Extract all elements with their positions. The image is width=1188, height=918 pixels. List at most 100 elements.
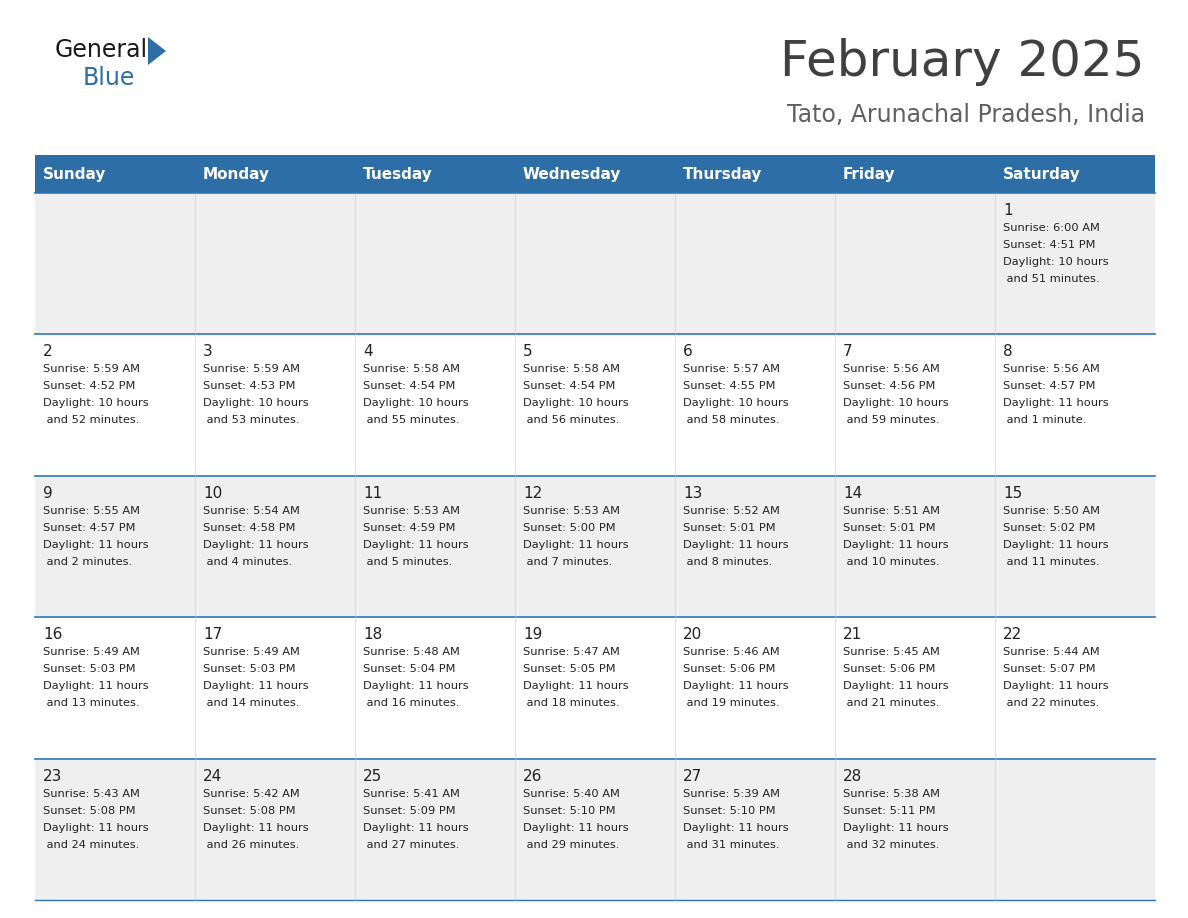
Bar bbox=[195, 193, 355, 334]
Text: and 8 minutes.: and 8 minutes. bbox=[683, 557, 772, 566]
Bar bbox=[675, 155, 835, 193]
Text: 19: 19 bbox=[523, 627, 543, 643]
Text: Sunset: 5:08 PM: Sunset: 5:08 PM bbox=[43, 806, 135, 815]
Text: Daylight: 11 hours: Daylight: 11 hours bbox=[1003, 540, 1108, 550]
Text: Daylight: 11 hours: Daylight: 11 hours bbox=[683, 823, 789, 833]
Polygon shape bbox=[148, 37, 166, 65]
Text: 7: 7 bbox=[843, 344, 853, 360]
Bar bbox=[835, 758, 996, 900]
Text: Sunrise: 5:56 AM: Sunrise: 5:56 AM bbox=[1003, 364, 1100, 375]
Text: Monday: Monday bbox=[203, 166, 270, 182]
Text: Daylight: 10 hours: Daylight: 10 hours bbox=[523, 398, 628, 409]
Text: Sunset: 5:11 PM: Sunset: 5:11 PM bbox=[843, 806, 936, 815]
Text: 8: 8 bbox=[1003, 344, 1012, 360]
Bar bbox=[675, 617, 835, 758]
Text: Daylight: 11 hours: Daylight: 11 hours bbox=[364, 540, 468, 550]
Text: Daylight: 11 hours: Daylight: 11 hours bbox=[843, 681, 949, 691]
Text: Daylight: 10 hours: Daylight: 10 hours bbox=[683, 398, 789, 409]
Bar bbox=[835, 155, 996, 193]
Text: Sunrise: 5:38 AM: Sunrise: 5:38 AM bbox=[843, 789, 940, 799]
Text: 13: 13 bbox=[683, 486, 702, 501]
Bar bbox=[34, 193, 195, 334]
Text: Sunrise: 5:58 AM: Sunrise: 5:58 AM bbox=[364, 364, 460, 375]
Text: Sunrise: 5:53 AM: Sunrise: 5:53 AM bbox=[523, 506, 620, 516]
Text: Sunset: 4:53 PM: Sunset: 4:53 PM bbox=[203, 381, 296, 391]
Text: Sunrise: 5:48 AM: Sunrise: 5:48 AM bbox=[364, 647, 460, 657]
Text: 24: 24 bbox=[203, 768, 222, 784]
Text: Saturday: Saturday bbox=[1003, 166, 1081, 182]
Text: General: General bbox=[55, 38, 148, 62]
Bar bbox=[355, 617, 516, 758]
Text: and 10 minutes.: and 10 minutes. bbox=[843, 557, 940, 566]
Text: Daylight: 11 hours: Daylight: 11 hours bbox=[523, 540, 628, 550]
Text: Daylight: 11 hours: Daylight: 11 hours bbox=[203, 540, 309, 550]
Text: Thursday: Thursday bbox=[683, 166, 763, 182]
Text: Daylight: 11 hours: Daylight: 11 hours bbox=[843, 540, 949, 550]
Text: and 29 minutes.: and 29 minutes. bbox=[523, 840, 619, 849]
Text: Blue: Blue bbox=[83, 66, 135, 90]
Text: 14: 14 bbox=[843, 486, 862, 501]
Text: 9: 9 bbox=[43, 486, 52, 501]
Text: and 16 minutes.: and 16 minutes. bbox=[364, 699, 460, 708]
Text: and 4 minutes.: and 4 minutes. bbox=[203, 557, 292, 566]
Bar bbox=[996, 334, 1155, 476]
Text: Sunrise: 5:42 AM: Sunrise: 5:42 AM bbox=[203, 789, 299, 799]
Text: and 19 minutes.: and 19 minutes. bbox=[683, 699, 779, 708]
Text: Daylight: 11 hours: Daylight: 11 hours bbox=[523, 823, 628, 833]
Text: and 22 minutes.: and 22 minutes. bbox=[1003, 699, 1099, 708]
Text: Sunrise: 5:50 AM: Sunrise: 5:50 AM bbox=[1003, 506, 1100, 516]
Text: Sunrise: 5:45 AM: Sunrise: 5:45 AM bbox=[843, 647, 940, 657]
Text: Sunrise: 5:52 AM: Sunrise: 5:52 AM bbox=[683, 506, 779, 516]
Bar bbox=[996, 617, 1155, 758]
Text: Sunset: 5:10 PM: Sunset: 5:10 PM bbox=[523, 806, 615, 815]
Text: Daylight: 10 hours: Daylight: 10 hours bbox=[364, 398, 468, 409]
Bar bbox=[34, 334, 195, 476]
Bar bbox=[195, 476, 355, 617]
Text: 20: 20 bbox=[683, 627, 702, 643]
Text: and 32 minutes.: and 32 minutes. bbox=[843, 840, 940, 849]
Text: Sunset: 5:06 PM: Sunset: 5:06 PM bbox=[843, 665, 935, 674]
Text: 1: 1 bbox=[1003, 203, 1012, 218]
Bar bbox=[195, 334, 355, 476]
Bar bbox=[835, 334, 996, 476]
Text: 17: 17 bbox=[203, 627, 222, 643]
Text: Sunrise: 5:49 AM: Sunrise: 5:49 AM bbox=[203, 647, 299, 657]
Text: Sunrise: 5:41 AM: Sunrise: 5:41 AM bbox=[364, 789, 460, 799]
Bar bbox=[516, 193, 675, 334]
Text: Sunset: 4:52 PM: Sunset: 4:52 PM bbox=[43, 381, 135, 391]
Bar bbox=[835, 476, 996, 617]
Text: 21: 21 bbox=[843, 627, 862, 643]
Text: Sunrise: 5:55 AM: Sunrise: 5:55 AM bbox=[43, 506, 140, 516]
Text: Daylight: 11 hours: Daylight: 11 hours bbox=[43, 823, 148, 833]
Bar bbox=[355, 155, 516, 193]
Text: Sunrise: 5:47 AM: Sunrise: 5:47 AM bbox=[523, 647, 620, 657]
Text: and 55 minutes.: and 55 minutes. bbox=[364, 416, 460, 425]
Text: and 56 minutes.: and 56 minutes. bbox=[523, 416, 619, 425]
Text: Daylight: 10 hours: Daylight: 10 hours bbox=[843, 398, 949, 409]
Text: and 2 minutes.: and 2 minutes. bbox=[43, 557, 132, 566]
Bar bbox=[996, 193, 1155, 334]
Bar bbox=[355, 334, 516, 476]
Bar bbox=[34, 758, 195, 900]
Bar bbox=[996, 155, 1155, 193]
Bar bbox=[516, 334, 675, 476]
Bar bbox=[34, 476, 195, 617]
Text: Sunrise: 5:44 AM: Sunrise: 5:44 AM bbox=[1003, 647, 1100, 657]
Text: 26: 26 bbox=[523, 768, 543, 784]
Text: 4: 4 bbox=[364, 344, 373, 360]
Text: and 21 minutes.: and 21 minutes. bbox=[843, 699, 940, 708]
Text: Sunrise: 5:58 AM: Sunrise: 5:58 AM bbox=[523, 364, 620, 375]
Text: 25: 25 bbox=[364, 768, 383, 784]
Bar bbox=[34, 617, 195, 758]
Text: Sunrise: 5:54 AM: Sunrise: 5:54 AM bbox=[203, 506, 299, 516]
Text: and 58 minutes.: and 58 minutes. bbox=[683, 416, 779, 425]
Text: and 31 minutes.: and 31 minutes. bbox=[683, 840, 779, 849]
Text: Sunrise: 5:56 AM: Sunrise: 5:56 AM bbox=[843, 364, 940, 375]
Text: 5: 5 bbox=[523, 344, 532, 360]
Bar bbox=[34, 155, 195, 193]
Text: Daylight: 11 hours: Daylight: 11 hours bbox=[203, 681, 309, 691]
Text: 2: 2 bbox=[43, 344, 52, 360]
Text: Wednesday: Wednesday bbox=[523, 166, 621, 182]
Text: and 7 minutes.: and 7 minutes. bbox=[523, 557, 612, 566]
Text: Friday: Friday bbox=[843, 166, 896, 182]
